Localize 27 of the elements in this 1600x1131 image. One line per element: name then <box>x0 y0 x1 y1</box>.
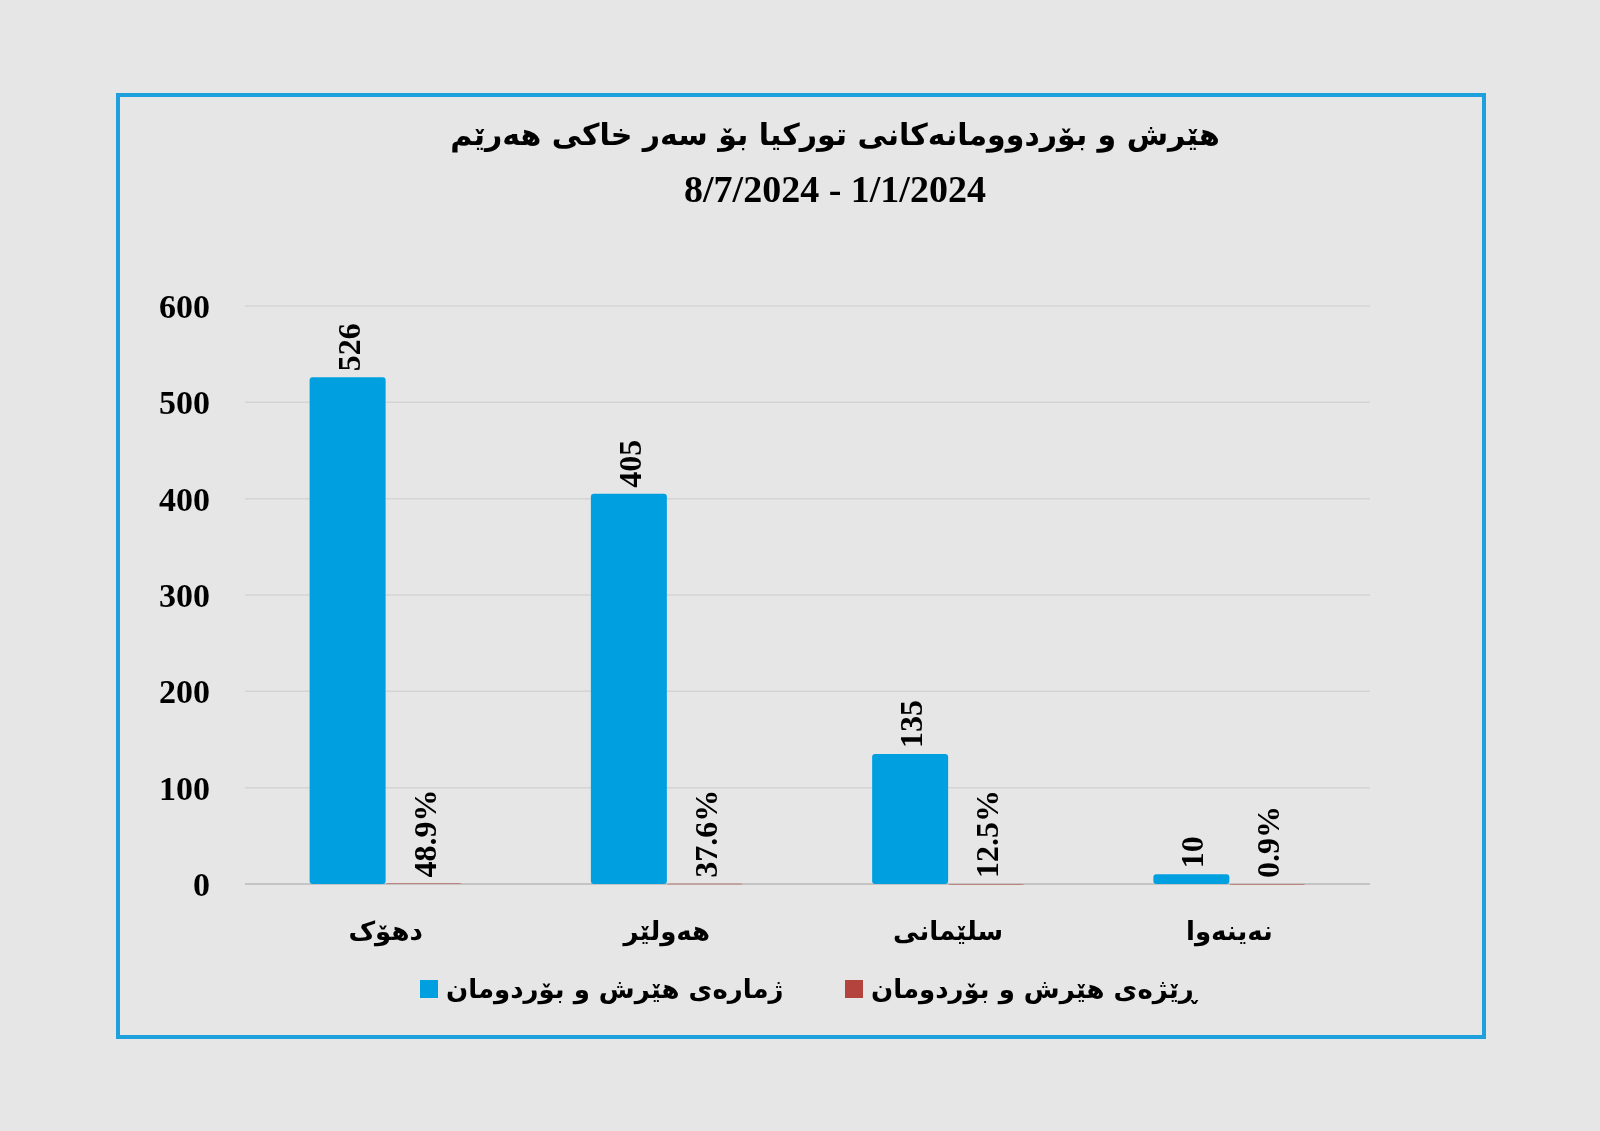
y-tick-label: 600 <box>159 288 210 325</box>
y-tick-label: 300 <box>159 577 210 614</box>
x-tick-label: هەولێر <box>621 916 711 947</box>
data-label: 12.5% <box>969 789 1006 878</box>
data-label: 526 <box>330 323 367 372</box>
bar <box>590 493 667 884</box>
y-tick-label: 100 <box>159 769 210 807</box>
bar <box>309 377 386 884</box>
data-label: 0.9% <box>1250 805 1287 878</box>
bar <box>1153 874 1230 884</box>
y-tick-label: 0 <box>193 866 210 903</box>
y-tick-label: 400 <box>159 480 210 518</box>
y-tick-label: 200 <box>159 673 210 711</box>
x-tick-label: نەینەوا <box>1186 916 1273 947</box>
data-label: 37.6% <box>687 789 724 878</box>
x-tick-label: سلێمانی <box>893 916 1004 946</box>
chart-title: هێرش و بۆردوومانەکانی تورکیا بۆ سەر خاکی هەرێم <box>450 117 1220 153</box>
legend-item: ڕێژەی هێرش و بۆردومان <box>845 974 1197 1004</box>
legend-item: ژمارەی هێرش و بۆردومان <box>420 974 784 1004</box>
bar <box>872 753 949 884</box>
x-tick-label: دهۆک <box>348 916 423 947</box>
data-label: 405 <box>611 439 648 488</box>
data-label: 135 <box>893 699 930 748</box>
data-label: 10 <box>1174 836 1211 869</box>
data-label: 48.9% <box>406 789 443 878</box>
y-tick-label: 500 <box>159 384 210 422</box>
chart-subtitle: 8/7/2024 - 1/1/2024 <box>684 168 986 210</box>
